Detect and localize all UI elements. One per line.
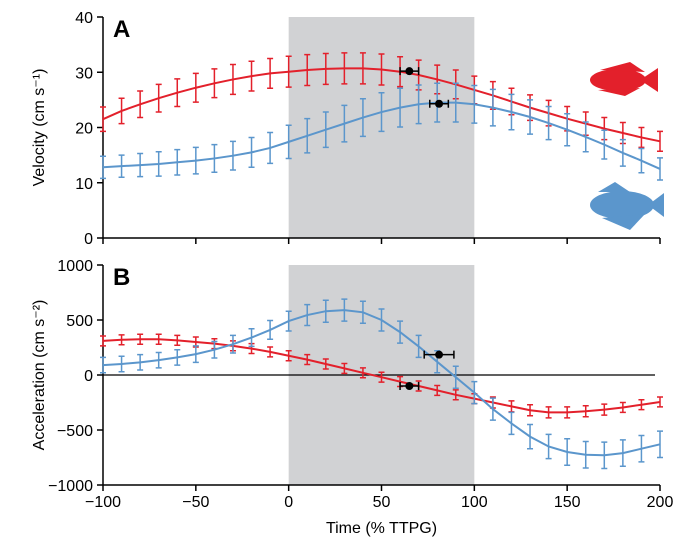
y-tick-label: 0 [84,231,93,248]
y-tick-label: 30 [75,65,93,82]
x-tick-label: 200 [647,494,674,511]
fish-blue [590,182,664,230]
peak-point [405,382,414,390]
y-tick-label: −1000 [48,478,93,495]
y-axis-label: Acceleration (cm s⁻²) [31,300,48,451]
x-tick-label: 100 [461,494,488,511]
y-tick-label: 1000 [57,258,93,275]
x-tick-label: 150 [554,494,581,511]
panel-label: B [113,264,130,291]
y-axis-label: Velocity (cm s⁻¹) [31,69,48,187]
series-line [102,338,661,414]
y-tick-label: 10 [75,176,93,193]
x-tick-label: 50 [373,494,391,511]
layer: 0 10 20 30 40 A Velocity (cm s⁻¹) [31,10,663,248]
x-tick-label: −100 [85,494,121,511]
y-tick-label: 500 [66,313,93,330]
y-tick-label: 40 [75,10,93,27]
x-axis-label: Time (% TTPG) [326,520,437,537]
y-tick-label: −500 [57,423,93,440]
y-tick-label: 0 [84,368,93,385]
peak-point [435,99,444,108]
panel-label: A [113,16,130,43]
y-tick-label: 20 [75,121,93,138]
series-line [102,101,661,170]
fish-red [590,62,658,96]
peak-point [435,350,444,359]
peak-point [405,67,414,76]
series-line [102,309,661,457]
x-tick-label: 0 [284,494,293,511]
x-tick-label: −50 [182,494,209,511]
